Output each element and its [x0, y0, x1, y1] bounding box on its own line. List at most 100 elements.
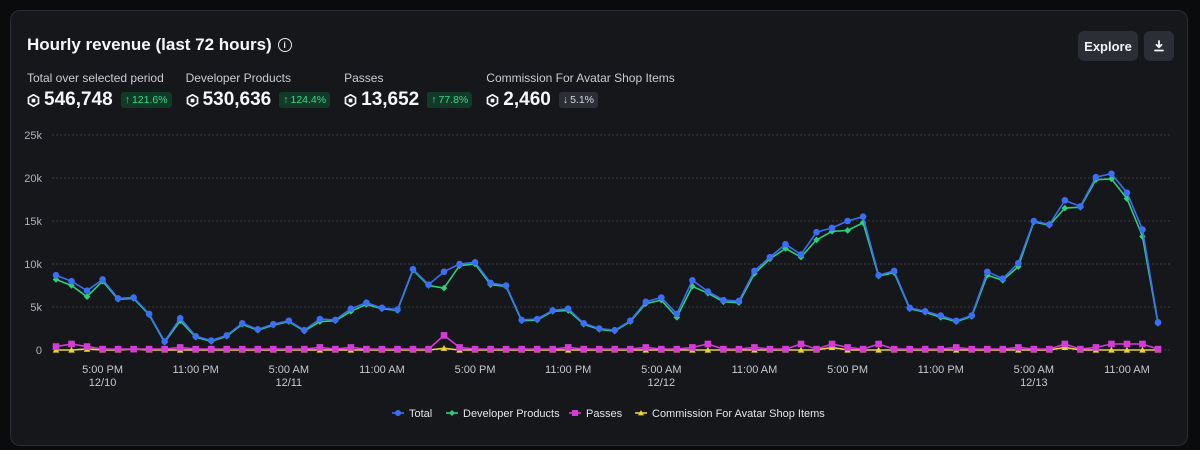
- data-point-total: [487, 279, 494, 287]
- data-point-passes: [689, 344, 696, 351]
- stats-row: Total over selected period 546,748 ↑ 121.…: [27, 71, 689, 111]
- info-icon[interactable]: i: [277, 38, 292, 52]
- data-point-passes: [1123, 340, 1131, 348]
- x-tick-label: 5:00 PM: [455, 364, 496, 376]
- x-tick-date: 12/10: [89, 377, 117, 389]
- change-badge: ↑ 121.6%: [120, 92, 172, 108]
- legend-swatch-passes: [572, 410, 578, 416]
- data-point-passes: [952, 344, 960, 351]
- x-tick-label: 11:00 PM: [918, 364, 964, 376]
- data-point-total: [130, 294, 137, 301]
- data-point-total: [1077, 203, 1084, 210]
- data-point-passes: [580, 345, 588, 353]
- data-point-passes: [983, 345, 991, 353]
- y-tick-label: 5k: [30, 302, 42, 314]
- x-tick-label: 11:00 PM: [173, 364, 219, 376]
- data-point-total: [658, 294, 665, 301]
- legend-swatch-commission: [638, 410, 644, 416]
- data-point-total: [1015, 259, 1022, 267]
- data-point-total: [921, 308, 929, 315]
- data-point-commission: [704, 346, 712, 353]
- data-point-passes: [52, 343, 60, 350]
- data-point-total: [192, 332, 199, 340]
- data-point-passes: [1077, 345, 1084, 353]
- data-point-passes: [859, 345, 867, 353]
- data-point-passes: [518, 345, 525, 353]
- data-point-passes: [68, 340, 75, 348]
- data-point-total: [673, 310, 681, 318]
- download-icon: [1154, 40, 1164, 52]
- data-point-total: [1030, 217, 1038, 225]
- y-tick-label: 15k: [24, 216, 42, 228]
- data-point-passes: [813, 345, 820, 353]
- data-point-total: [161, 338, 168, 345]
- data-point-passes: [207, 345, 215, 353]
- data-point-total: [254, 326, 262, 333]
- data-point-total: [595, 325, 603, 332]
- data-point-passes: [890, 345, 898, 353]
- change-badge: ↓ 5.1%: [558, 92, 599, 108]
- data-point-passes: [363, 345, 370, 353]
- data-point-total: [580, 320, 588, 327]
- x-tick-label: 5:00 PM: [827, 364, 868, 376]
- data-point-total: [1046, 221, 1053, 228]
- explore-button[interactable]: Explore: [1078, 31, 1138, 61]
- data-point-dev: [52, 276, 60, 283]
- data-point-passes: [1092, 344, 1100, 351]
- data-point-passes: [254, 345, 262, 353]
- data-point-total: [114, 295, 122, 302]
- x-tick-label: 5:00 AM: [1014, 364, 1054, 376]
- data-point-dev: [1139, 233, 1146, 240]
- stat-label: Commission For Avatar Shop Items: [486, 71, 675, 85]
- data-point-total: [626, 317, 634, 325]
- data-point-total: [689, 277, 696, 284]
- data-point-total: [813, 228, 820, 236]
- download-button[interactable]: [1144, 31, 1174, 61]
- data-point-passes: [192, 345, 199, 353]
- data-point-passes: [99, 345, 106, 353]
- change-badge: ↑ 77.8%: [427, 92, 473, 108]
- arrow-up-icon: ↑: [431, 94, 437, 106]
- y-tick-label: 25k: [24, 130, 42, 142]
- stat-total: Total over selected period 546,748 ↑ 121.…: [27, 71, 172, 111]
- data-point-total: [145, 310, 153, 318]
- robux-icon: [186, 93, 198, 107]
- data-point-passes: [471, 345, 479, 353]
- data-point-total: [68, 277, 75, 285]
- y-tick-label: 20k: [24, 173, 42, 185]
- data-point-total: [937, 312, 945, 319]
- stat-value: 546,748: [44, 89, 113, 110]
- data-point-passes: [130, 345, 137, 353]
- data-point-passes: [658, 345, 665, 353]
- data-point-passes: [1139, 340, 1146, 348]
- data-point-total: [782, 240, 789, 248]
- data-point-passes: [533, 345, 541, 353]
- data-point-total: [332, 316, 339, 324]
- data-point-passes: [285, 345, 293, 353]
- data-point-dev: [689, 283, 696, 290]
- data-point-passes: [1061, 340, 1069, 348]
- data-point-passes: [1108, 340, 1115, 348]
- data-point-passes: [611, 345, 619, 353]
- data-point-passes: [223, 345, 231, 353]
- data-point-total: [968, 312, 976, 319]
- data-point-total: [735, 297, 743, 305]
- data-point-passes: [782, 345, 789, 353]
- data-point-total: [720, 296, 727, 304]
- data-point-total: [1139, 226, 1146, 233]
- data-point-passes: [673, 345, 681, 353]
- data-point-passes: [921, 345, 929, 353]
- stat-passes: Passes 13,652 ↑ 77.8%: [344, 71, 473, 111]
- x-tick-date: 12/11: [275, 377, 302, 389]
- data-point-passes: [161, 345, 168, 353]
- data-point-total: [797, 251, 805, 258]
- data-point-total: [52, 271, 60, 279]
- data-point-passes: [626, 345, 634, 353]
- data-point-commission: [1108, 346, 1115, 353]
- data-point-dev: [440, 284, 448, 292]
- data-point-commission: [875, 346, 882, 353]
- data-point-total: [751, 267, 758, 275]
- data-point-total: [766, 253, 774, 261]
- data-point-passes: [1154, 345, 1162, 353]
- data-point-total: [207, 337, 215, 344]
